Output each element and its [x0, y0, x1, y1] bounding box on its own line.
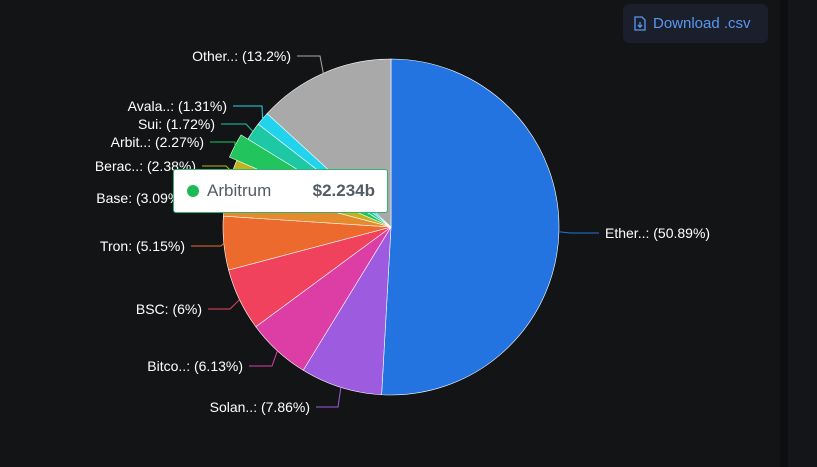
- slice-label: Avala..: (1.31%): [128, 98, 227, 114]
- slice-label: Arbit..: (2.27%): [111, 134, 204, 150]
- leader-line: [316, 387, 342, 408]
- slice-label: Tron: (5.15%): [100, 238, 185, 254]
- panel-divider: [780, 0, 788, 467]
- side-panel: [788, 0, 817, 467]
- download-csv-button[interactable]: Download .csv: [623, 4, 768, 43]
- slice-label: Sui: (1.72%): [138, 116, 215, 132]
- slice-label: Solan..: (7.86%): [210, 399, 310, 415]
- slice-label: Bitco..: (6.13%): [147, 358, 243, 374]
- slice-label: Ether..: (50.89%): [605, 225, 710, 241]
- file-download-icon: [634, 16, 646, 31]
- slice-label: Base: (3.09%): [96, 190, 185, 206]
- download-csv-label: Download .csv: [653, 15, 751, 32]
- leader-line: [191, 242, 225, 247]
- leader-line: [210, 141, 236, 146]
- tooltip-color-dot: [187, 185, 199, 197]
- leader-line: [558, 231, 599, 234]
- slice-label: Other..: (13.2%): [192, 48, 291, 64]
- chart-tooltip: Arbitrum $2.234b: [173, 169, 388, 213]
- slice-label: BSC: (6%): [136, 301, 202, 317]
- pie-slice[interactable]: [381, 58, 560, 396]
- leader-line: [233, 105, 264, 119]
- tooltip-series-name: Arbitrum: [207, 181, 272, 200]
- leader-line: [208, 299, 240, 310]
- leader-line: [221, 123, 254, 132]
- leader-line: [249, 350, 278, 367]
- leader-line: [297, 55, 324, 74]
- pie-chart: Ether..: (50.89%) Solan..: (7.86%) Bitco..…: [95, 48, 710, 415]
- tooltip-value: $2.234b: [312, 181, 375, 200]
- slice-label: Berac..: (2.38%): [95, 158, 196, 174]
